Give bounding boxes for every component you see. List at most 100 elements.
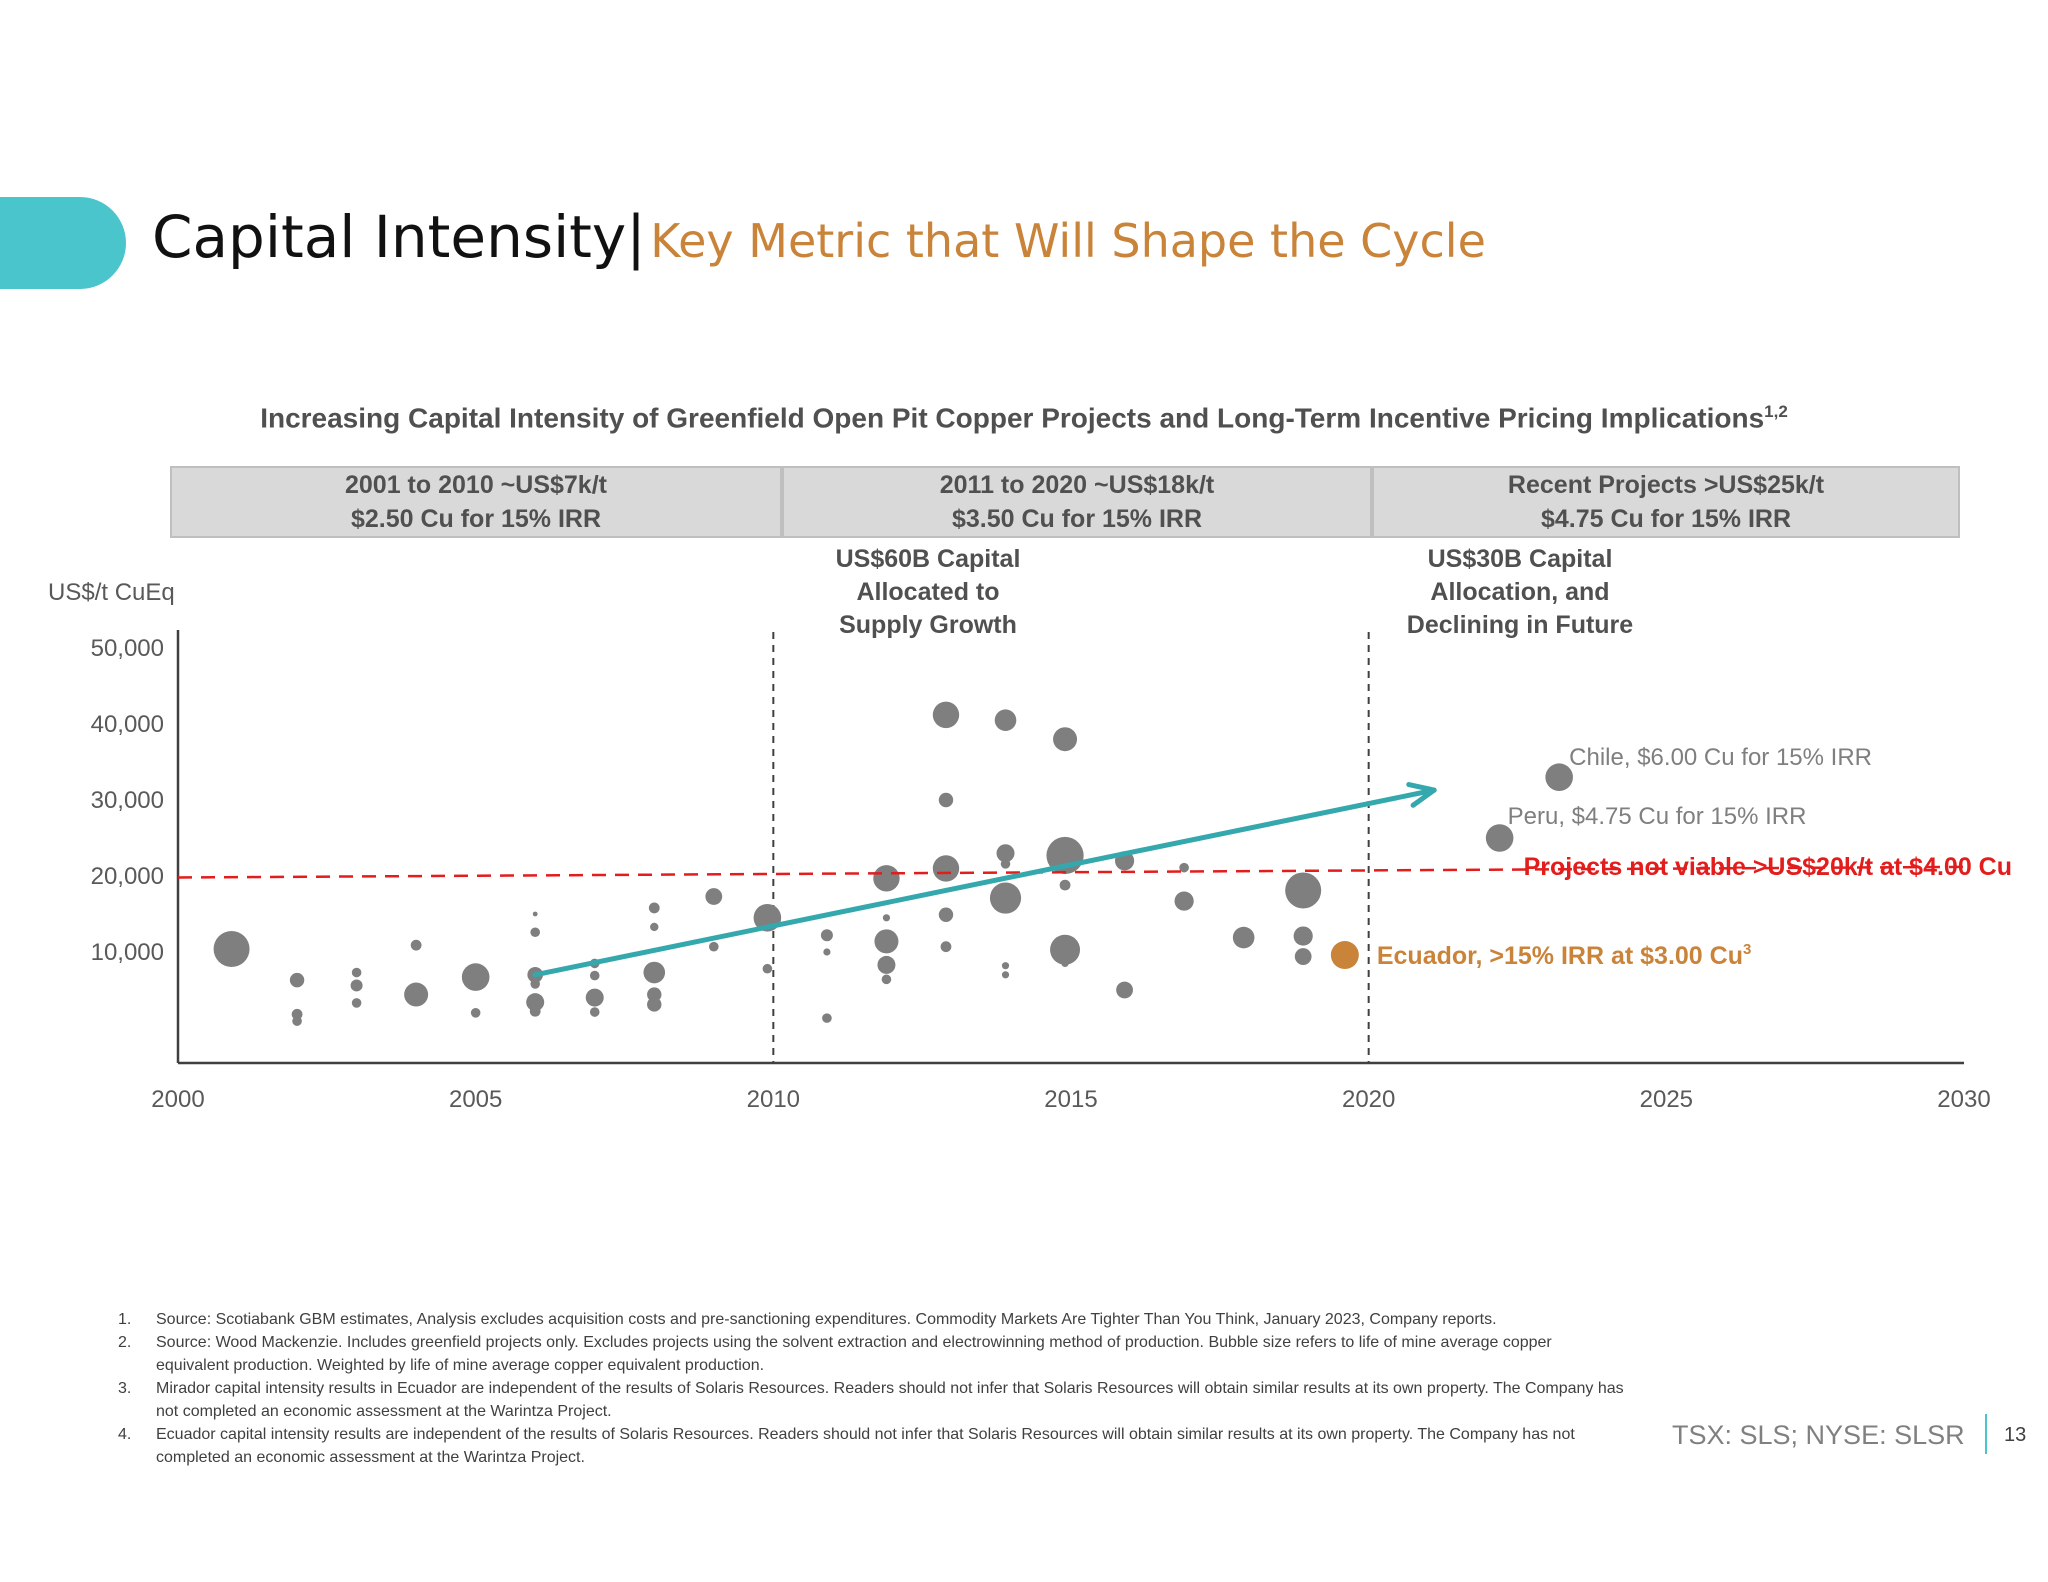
page-title: Capital Intensity| Key Metric that Will … — [152, 208, 1486, 266]
project-bubble — [1545, 763, 1573, 791]
footnote-3: 3. Mirador capital intensity results in E… — [118, 1380, 1624, 1420]
y-tick-label: 10,000 — [91, 939, 164, 966]
footnote-2: 2. Source: Wood Mackenzie. Includes green… — [118, 1334, 1552, 1374]
project-bubble — [820, 929, 833, 942]
x-tick-label: 2000 — [151, 1086, 204, 1113]
note-line: Declining in Future — [1406, 611, 1634, 639]
project-bubble — [823, 948, 831, 956]
ecuador-label: Ecuador, >15% IRR at $3.00 Cu3 — [1377, 941, 1751, 970]
footer-divider — [1985, 1414, 1987, 1454]
note-capital-allocated: US$60B Capital Allocated to Supply Growt… — [818, 543, 1038, 642]
x-tick-label: 2010 — [747, 1086, 800, 1113]
project-bubble — [289, 972, 305, 988]
x-tick-label: 2020 — [1342, 1086, 1395, 1113]
project-bubble — [940, 941, 952, 953]
x-tick-label: 2025 — [1640, 1086, 1693, 1113]
y-tick-label: 20,000 — [91, 863, 164, 890]
project-bubble — [1174, 891, 1194, 911]
title-subtitle: Key Metric that Will Shape the Cycle — [650, 214, 1486, 268]
project-bubble — [989, 882, 1022, 914]
y-axis-label: US$/t CuEq — [48, 579, 175, 606]
project-bubble — [938, 907, 954, 922]
project-bubble — [873, 865, 900, 892]
project-bubble — [1001, 962, 1010, 970]
project-bubble — [705, 888, 723, 905]
note-line: Allocation, and — [1430, 578, 1610, 606]
not-viable-threshold-label: Projects not viable >US$20k/t at $4.00 C… — [1524, 853, 2012, 881]
note-line: US$60B Capital — [835, 545, 1021, 573]
project-bubble — [1061, 959, 1069, 968]
note-line: Supply Growth — [839, 611, 1017, 639]
y-tick-label: 50,000 — [91, 635, 164, 662]
project-bubble — [709, 941, 719, 952]
project-bubble — [1232, 926, 1255, 949]
footnotes: 1. Source: Scotiabank GBM estimates, Anal… — [118, 1308, 1628, 1469]
project-bubble — [351, 967, 362, 978]
note-line: Allocated to — [856, 578, 1000, 606]
ticker-symbols: TSX: SLS; NYSE: SLSR — [1672, 1420, 1965, 1450]
project-bubble — [994, 709, 1017, 731]
chart-title-footnote-ref: 1,2 — [1764, 402, 1788, 421]
footnote-1: 1. Source: Scotiabank GBM estimates, Anal… — [118, 1311, 1497, 1328]
project-bubble — [882, 914, 891, 922]
project-bubble — [822, 1013, 832, 1023]
period-band-2001-2010: 2001 to 2010 ~US$7k/t $2.50 Cu for 15% I… — [170, 466, 782, 538]
project-bubble — [650, 922, 659, 932]
period-band-recent: Recent Projects >US$25k/t $4.75 Cu for 1… — [1372, 466, 1960, 538]
footnote-4: 4. Ecuador capital intensity results are … — [118, 1426, 1575, 1466]
project-bubble — [526, 993, 545, 1012]
project-bubble — [589, 1007, 600, 1017]
chart-title-text: Increasing Capital Intensity of Greenfie… — [260, 402, 1765, 434]
trend-arrow-line — [532, 787, 1437, 978]
project-bubble — [292, 1016, 302, 1026]
project-bubble — [932, 701, 960, 729]
project-bubble — [996, 844, 1015, 863]
project-bubble — [1053, 727, 1078, 752]
project-bubble — [1285, 872, 1322, 909]
project-bubble — [404, 982, 429, 1007]
project-bubble — [1293, 926, 1313, 946]
project-bubble — [350, 979, 363, 992]
project-bubble — [461, 963, 490, 991]
project-bubble — [530, 927, 540, 938]
x-tick-label: 2030 — [1937, 1086, 1990, 1113]
project-bubble — [530, 979, 540, 989]
project-bubble — [1294, 948, 1312, 965]
band-line-2: $3.50 Cu for 15% IRR — [951, 505, 1203, 533]
project-bubble — [1059, 879, 1071, 891]
project-bubble — [762, 963, 773, 974]
project-bubble — [213, 930, 250, 967]
project-bubble — [643, 961, 666, 984]
project-bubble — [410, 939, 422, 951]
project-bubble — [647, 987, 662, 1002]
band-line-1: Recent Projects >US$25k/t — [1507, 471, 1825, 499]
chart-title: Increasing Capital Intensity of Greenfie… — [0, 402, 2048, 434]
section-tab-marker — [0, 197, 126, 289]
project-bubble — [1485, 824, 1514, 852]
project-bubble — [1000, 859, 1011, 869]
capital-intensity-chart: US$/t CuEq 10,000 20,000 30,000 40,000 50,000… — [48, 579, 2012, 1113]
y-tick-label: 30,000 — [91, 787, 164, 814]
project-bubble — [532, 911, 538, 917]
band-line-1: 2001 to 2010 ~US$7k/t — [345, 471, 607, 499]
project-bubble — [938, 792, 954, 808]
project-bubble — [881, 974, 892, 985]
project-bubble — [1001, 971, 1010, 979]
y-tick-label: 40,000 — [91, 711, 164, 738]
project-bubble — [874, 929, 899, 954]
note-line: US$30B Capital — [1427, 545, 1613, 573]
band-line-2: $2.50 Cu for 15% IRR — [350, 505, 602, 533]
ecuador-footnote-ref: 3 — [1743, 941, 1751, 958]
project-bubble — [1116, 981, 1133, 999]
project-bubble — [589, 970, 600, 981]
band-line-1: 2011 to 2020 ~US$18k/t — [939, 471, 1215, 499]
title-main: Capital Intensity| — [152, 203, 646, 271]
band-line-2: $4.75 Cu for 15% IRR — [1540, 505, 1792, 533]
x-tick-label: 2015 — [1044, 1086, 1097, 1113]
project-bubble — [529, 1005, 541, 1017]
project-bubble — [932, 855, 960, 882]
country-annotation: Peru, $4.75 Cu for 15% IRR — [1508, 803, 1807, 830]
project-bubble — [470, 1008, 481, 1018]
period-band-2011-2020: 2011 to 2020 ~US$18k/t $3.50 Cu for 15% … — [782, 466, 1372, 538]
project-bubble — [1050, 934, 1081, 965]
